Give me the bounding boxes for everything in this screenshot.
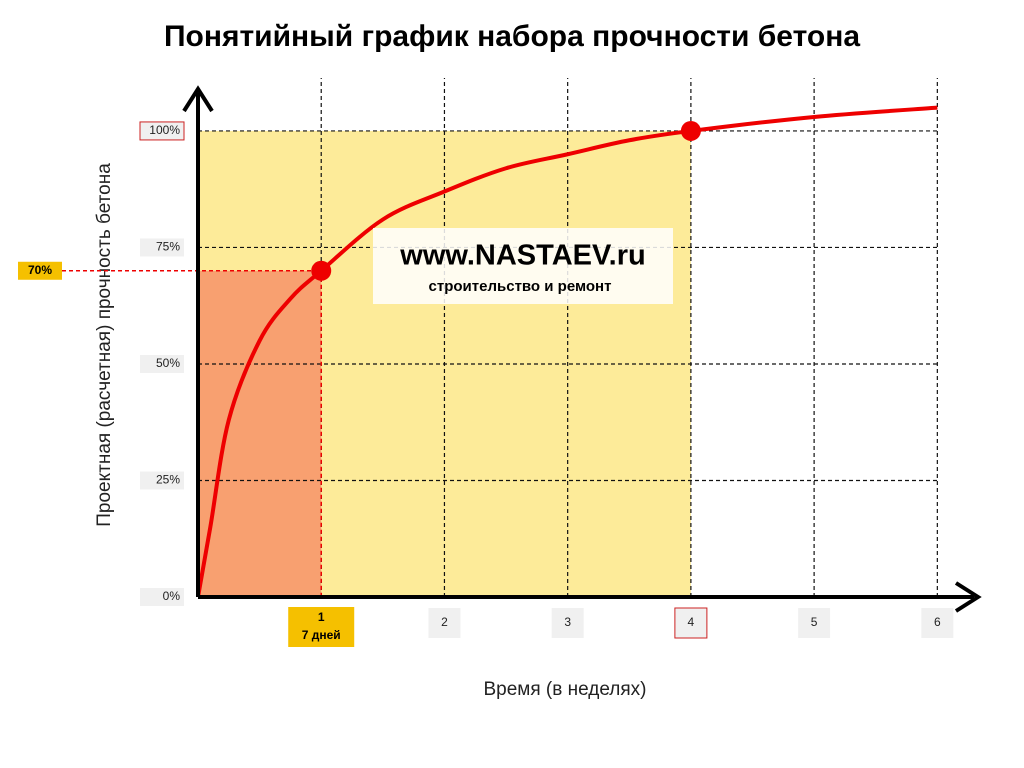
x-tick-label: 3 [564,615,571,629]
x-tick-box [921,608,954,638]
strength-curve [196,105,938,598]
x-axis-arrow [954,581,982,613]
x-tick-label: 5 [811,615,818,629]
watermark-box [373,228,673,304]
x-tick-label: 2 [441,615,448,629]
x-tick-box [798,608,831,638]
y-tick-box [140,238,184,257]
y-tick-box [139,121,185,141]
x-tick-label: 4 [688,615,695,629]
x-tick-box [428,608,461,638]
x-tick-label: 6 [934,615,941,629]
y-axis-arrow [182,85,214,113]
x-tick-box [288,607,355,647]
x-tick-box [551,608,584,638]
y-axis-label: Проектная (расчетная) прочность бетона [94,163,115,527]
y-tick-box [140,471,184,490]
y-tick-box [140,354,184,373]
highlight-label: 70% [28,263,52,277]
y-tick-label: 25% [156,473,180,487]
watermark-subtitle: строительство и ремонт [429,278,612,295]
watermark-title: www.NASTAEV.ru [399,240,645,272]
highlight-note: 7 дней [302,628,341,642]
highlight-point [311,260,332,281]
y-tick-label: 50% [156,356,180,370]
y-tick-box [140,588,184,606]
y-tick-label: 75% [156,240,180,254]
x-tick-box [674,607,708,639]
y-tick-label: 0% [163,589,181,603]
highlight-point [680,120,701,141]
y-tick-label: 100% [149,123,180,137]
x-tick-label: 1 [318,610,325,624]
chart-title: Понятийный график набора прочности бетон… [164,20,860,53]
highlight-region [198,270,322,597]
highlight-label-box [18,261,62,280]
x-axis-label: Время (в неделях) [483,679,646,700]
